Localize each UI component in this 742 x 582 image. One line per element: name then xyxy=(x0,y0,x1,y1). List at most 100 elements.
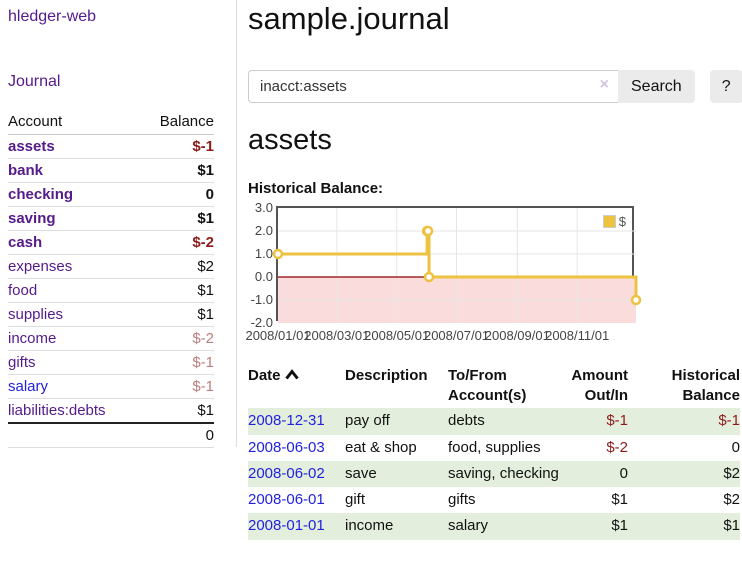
register-row: 2008-06-03 eat & shop food, supplies $-2 0 xyxy=(248,435,740,461)
balance-cell: $1 xyxy=(723,517,740,535)
accounts-cell: gifts xyxy=(448,491,476,509)
sidebar-account-row: income $-2 xyxy=(8,327,214,351)
x-axis-tick-label: 2008/05/01 xyxy=(364,327,430,343)
nav-journal-link[interactable]: Journal xyxy=(8,73,61,90)
sort-ascending-icon xyxy=(284,369,299,380)
y-axis-tick-label: -1.0 xyxy=(250,291,273,307)
register-row: 2008-06-01 gift gifts $1 $2 xyxy=(248,487,740,513)
account-balance: $1 xyxy=(197,306,214,323)
date-link[interactable]: 2008-06-02 xyxy=(248,464,325,482)
account-link-salary[interactable]: salary xyxy=(8,378,49,395)
account-link-income[interactable]: income xyxy=(8,330,57,347)
register-row: 2008-06-02 save saving, checking 0 $2 xyxy=(248,460,740,488)
register-row: 2008-01-01 income salary $1 $1 xyxy=(248,513,740,540)
sidebar-account-row: cash $-2 xyxy=(8,231,214,255)
total-spacer xyxy=(8,423,140,448)
sidebar-account-row: liabilities:debts $1 xyxy=(8,399,214,423)
chart-title: Historical Balance: xyxy=(248,179,384,197)
account-link-bank[interactable]: bank xyxy=(8,162,44,179)
account-link-cash[interactable]: cash xyxy=(8,234,43,251)
sidebar-account-row: salary $-1 xyxy=(8,375,214,399)
x-axis-tick-label: 2008/11/01 xyxy=(545,327,610,343)
amount-cell: $-2 xyxy=(606,438,628,456)
sidebar: hledger-web Journal Account Balance asse… xyxy=(0,0,237,448)
account-balance: $-1 xyxy=(192,354,214,371)
brand-link[interactable]: hledger-web xyxy=(8,8,97,25)
search-input[interactable] xyxy=(248,70,618,104)
y-axis-tick-label: -2.0 xyxy=(250,314,273,330)
col-header-amount: Amount Out/In xyxy=(571,366,628,405)
col-header-balance: Historical Balance xyxy=(671,366,740,405)
search-bar: × Search ? xyxy=(248,70,742,104)
amount-cell: $-1 xyxy=(606,412,628,430)
chart-plot-area: $ xyxy=(272,205,642,323)
clear-search-icon[interactable]: × xyxy=(599,76,609,94)
total-balance: 0 xyxy=(205,427,214,444)
date-header-label: Date xyxy=(248,366,281,384)
chart-legend: $ xyxy=(600,212,628,230)
accounts-table: Account Balance assets $-1 bank $1 checking 0… xyxy=(8,111,214,448)
account-balance: $-2 xyxy=(192,234,214,251)
accounts-cell: saving, checking xyxy=(448,464,559,482)
sidebar-account-row: bank $1 xyxy=(8,159,214,183)
account-balance: $1 xyxy=(197,282,214,299)
date-link[interactable]: 2008-06-03 xyxy=(248,438,325,456)
accounts-table-header-row: Account Balance xyxy=(8,111,214,135)
account-link-saving[interactable]: saving xyxy=(8,210,56,227)
y-axis-tick-label: 1.0 xyxy=(254,245,273,261)
accounts-cell: debts xyxy=(448,412,485,430)
sidebar-account-row: checking 0 xyxy=(8,183,214,207)
date-link[interactable]: 2008-01-01 xyxy=(248,517,325,535)
main-content: sample.journal × Search ? assets Histori… xyxy=(237,0,742,582)
accounts-header-balance: Balance xyxy=(159,113,214,130)
y-axis-tick-label: 0.0 xyxy=(254,268,273,284)
account-link-liabilities-debts[interactable]: liabilities:debts xyxy=(8,402,106,419)
sidebar-account-row: expenses $2 xyxy=(8,255,214,279)
balance-cell: $-1 xyxy=(718,412,740,430)
help-button[interactable]: ? xyxy=(709,70,742,104)
account-link-expenses[interactable]: expenses xyxy=(8,258,73,275)
sidebar-account-row: gifts $-1 xyxy=(8,351,214,375)
search-button[interactable]: Search xyxy=(618,70,695,104)
search-input-wrap: × xyxy=(248,70,618,104)
description-cell: gift xyxy=(345,491,366,509)
col-header-accounts: To/From Account(s) xyxy=(448,366,527,405)
amount-cell: 0 xyxy=(619,464,628,482)
account-link-supplies[interactable]: supplies xyxy=(8,306,64,323)
account-link-checking[interactable]: checking xyxy=(8,186,74,203)
account-balance: $1 xyxy=(197,162,214,179)
account-balance: $-1 xyxy=(192,378,214,395)
account-link-assets[interactable]: assets xyxy=(8,138,55,155)
description-cell: save xyxy=(345,464,377,482)
account-balance: 0 xyxy=(205,186,214,203)
account-link-gifts[interactable]: gifts xyxy=(8,354,36,371)
account-balance: $1 xyxy=(197,210,214,227)
col-header-date[interactable]: Date xyxy=(248,364,345,409)
legend-label: $ xyxy=(618,213,626,229)
account-heading: assets xyxy=(248,124,332,157)
balance-cell: 0 xyxy=(731,438,740,456)
account-balance: $-2 xyxy=(192,330,214,347)
x-axis-tick-label: 2008/03/01 xyxy=(304,327,370,343)
date-link[interactable]: 2008-12-31 xyxy=(248,412,325,430)
amount-cell: $1 xyxy=(611,517,628,535)
x-axis-tick-label: 2008/01/01 xyxy=(245,327,311,343)
sidebar-account-row: assets $-1 xyxy=(8,135,214,159)
sidebar-account-row: food $1 xyxy=(8,279,214,303)
description-cell: eat & shop xyxy=(345,438,417,456)
y-axis-tick-label: 3.0 xyxy=(254,199,273,215)
balance-cell: $2 xyxy=(723,464,740,482)
sidebar-account-row: saving $1 xyxy=(8,207,214,231)
date-link[interactable]: 2008-06-01 xyxy=(248,491,325,509)
col-header-description: Description xyxy=(345,366,428,384)
amount-cell: $1 xyxy=(611,491,628,509)
accounts-cell: salary xyxy=(448,517,489,535)
register-table: Date Description To/From Account(s) Amou… xyxy=(248,364,740,540)
account-balance: $2 xyxy=(197,258,214,275)
register-header-row: Date Description To/From Account(s) Amou… xyxy=(248,364,740,409)
account-link-food[interactable]: food xyxy=(8,282,38,299)
accounts-cell: food, supplies xyxy=(448,438,541,456)
historical-balance-chart: $ 3.0 2.0 1.0 0.0 -1.0 -2.0 2008/01/01 2008/03/… xyxy=(245,201,648,347)
account-balance: $1 xyxy=(197,402,214,419)
legend-swatch-icon xyxy=(602,214,616,228)
